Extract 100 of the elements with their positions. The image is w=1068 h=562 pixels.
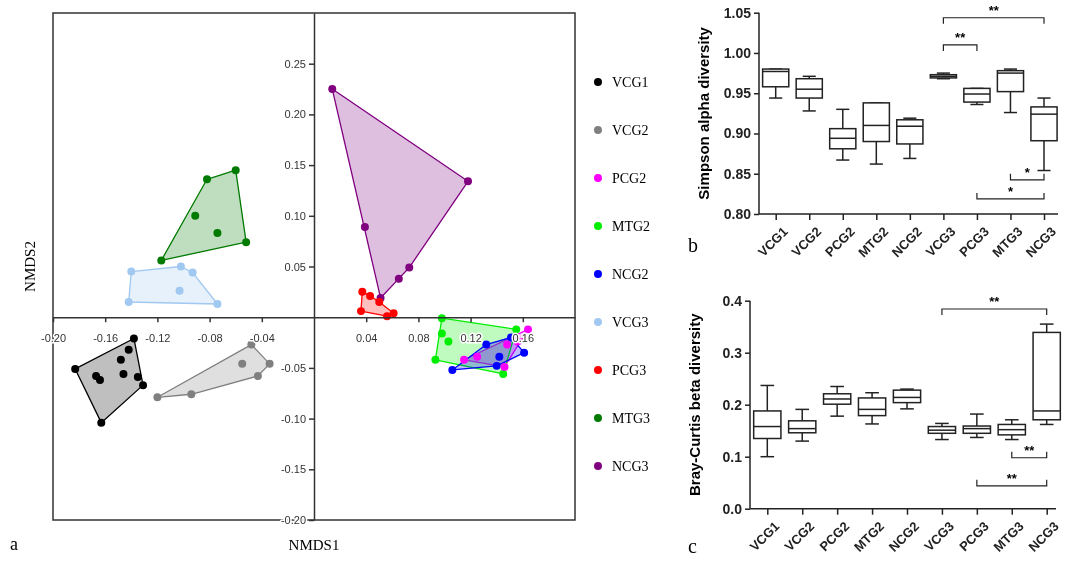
point [431,355,440,364]
point [187,390,196,399]
y-tick-label: 0.10 [284,209,306,222]
y-tick-label: 0.95 [723,85,752,102]
annotation: * [1007,183,1014,199]
significance-bracket: ** [942,29,978,52]
point [127,267,136,276]
annotation: * [1024,164,1031,180]
y-tick-label: 0.0 [722,500,743,517]
point [97,418,106,427]
point [473,352,482,361]
point [191,211,200,220]
legend-label: VCG3 [612,315,649,330]
point [492,361,501,370]
point [188,268,197,277]
y-tick-label: -0.15 [280,463,306,476]
point [356,307,365,316]
y-tick-label: 1.00 [723,44,752,61]
point [520,348,529,357]
point [500,362,509,371]
annotation: ** [988,2,1000,18]
point [405,263,414,272]
point [231,166,240,175]
y-tick-label: 1.05 [723,4,752,21]
point [495,352,504,361]
point [437,314,446,323]
point [175,286,184,295]
annotation: ** [955,29,967,45]
y-tick-label: 0.2 [722,396,743,413]
legend-label: VCG2 [612,123,649,138]
y-tick-label: -0.10 [280,412,306,425]
significance-bracket: ** [976,470,1048,487]
x-axis-title: NMDS1 [288,537,340,553]
point [176,262,185,271]
point [360,222,369,231]
point [460,355,469,364]
legend-label: VCG1 [612,75,649,90]
point [524,325,533,334]
point [124,345,133,354]
annotation: ** [1006,470,1018,486]
point [328,85,337,94]
point [358,287,367,296]
text: a [10,534,18,554]
point [464,177,472,186]
point [133,373,142,382]
point [512,325,521,334]
x-tick-label: 0.04 [355,332,378,345]
point [139,381,148,390]
y-tick-label: 0.1 [722,448,743,465]
point [124,298,133,306]
point [157,256,166,265]
text: c [688,535,697,557]
point [213,229,222,238]
legend-label: PCG3 [612,363,647,378]
y-axis-title: Bray-Curtis beta diversity [686,312,703,496]
point [119,370,128,378]
y-tick-label: 0.80 [723,205,752,222]
point [444,337,453,346]
point [129,334,138,343]
significance-bracket: ** [1011,442,1048,459]
x-tick-label: 0.12 [460,332,482,345]
x-tick-label: -0.08 [197,332,223,345]
point [482,340,491,349]
legend-label: NCG2 [612,267,649,282]
y-tick-label: 0.05 [284,260,306,273]
point [448,365,457,374]
legend-label: MTG3 [612,411,651,426]
significance-bracket: ** [942,2,1045,25]
point [203,175,211,184]
annotation: ** [1024,442,1036,458]
point [366,291,375,300]
legend-label: PCG2 [612,171,647,186]
point [95,376,104,385]
point [265,359,274,368]
point [116,355,125,364]
y-tick-label: 0.20 [284,108,306,121]
significance-bracket: * [1009,164,1045,181]
legend-label: NCG3 [612,459,649,474]
point [238,359,247,368]
y-tick-label: -0.05 [280,361,306,374]
significance-bracket: ** [941,294,1048,316]
x-tick-label: -0.12 [145,332,171,345]
y-tick-label: 0.3 [722,344,743,361]
y-axis-title: Simpson alpha diversity [695,26,712,200]
point [437,329,446,338]
point [242,238,251,247]
x-tick-label: -0.16 [93,332,119,345]
y-tick-label: 0.25 [284,57,306,70]
y-axis-title: NMDS2 [22,241,38,292]
point [503,340,512,349]
significance-bracket: * [976,183,1045,200]
point [389,309,398,318]
point [394,274,403,283]
y-tick-label: 0.15 [284,159,306,172]
x-tick-label: 0.08 [408,332,430,345]
point [499,370,508,378]
point [253,372,262,380]
y-tick-label: 0.85 [723,165,752,182]
text: b [688,234,698,256]
point [153,393,162,402]
